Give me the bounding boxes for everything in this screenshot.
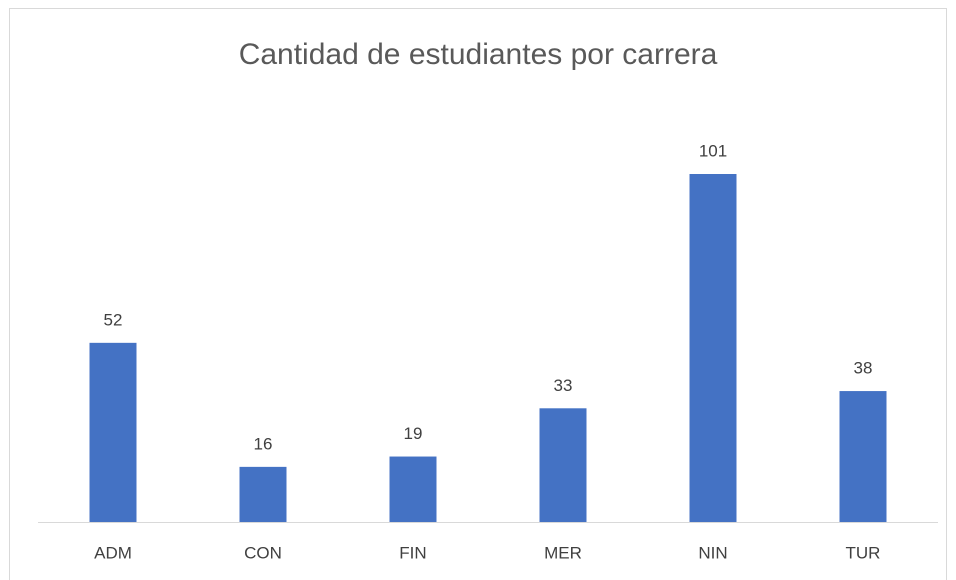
value-label: 52 [104,310,123,329]
x-tick-label: TUR [846,543,881,562]
chart-title: Cantidad de estudiantes por carrera [239,38,718,71]
x-tick-label: MER [544,543,582,562]
value-label: 16 [254,434,273,453]
x-tick-label: FIN [399,543,426,562]
x-tick-label: ADM [94,543,132,562]
value-label: 101 [699,141,727,160]
bar [839,391,887,522]
bar [539,408,587,522]
x-tick-label: CON [244,543,282,562]
bar [89,342,137,522]
bar [689,174,737,522]
bar [389,456,437,522]
x-tick-label: NIN [698,543,727,562]
value-label: 33 [554,376,573,395]
bar [239,466,287,522]
value-label: 19 [404,424,423,443]
chart-border [9,8,947,580]
value-label: 38 [854,359,873,378]
